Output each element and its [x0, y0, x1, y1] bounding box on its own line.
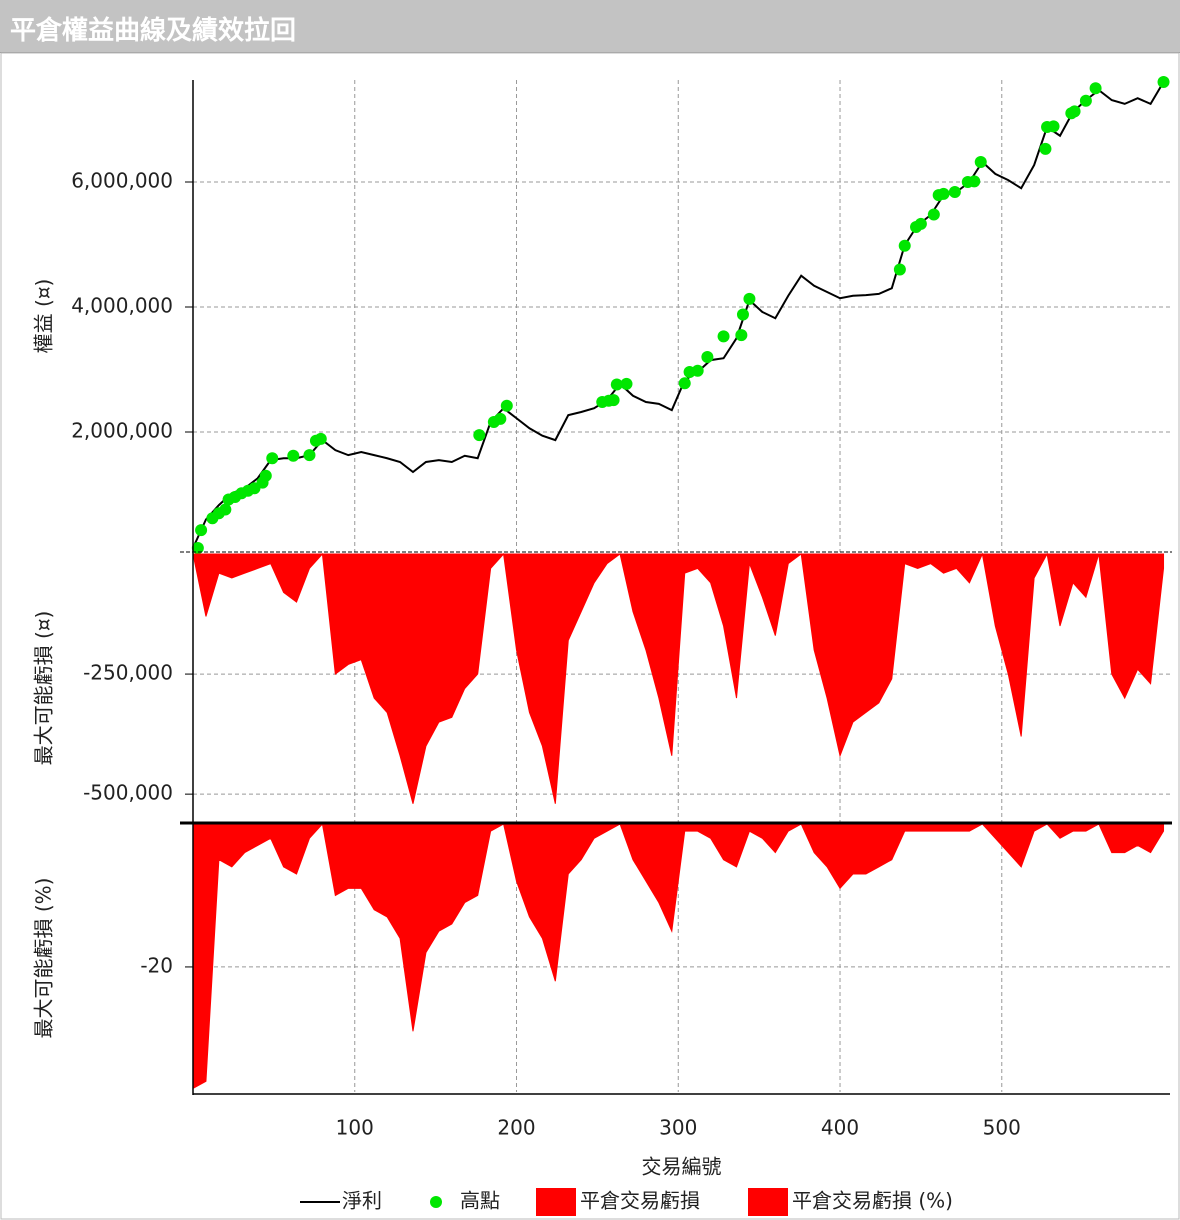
high-point [195, 524, 208, 537]
high-point [494, 412, 507, 425]
high-point [736, 308, 749, 321]
high-point [717, 330, 730, 343]
high-point [287, 449, 300, 462]
high-point [610, 378, 623, 391]
high-point [968, 175, 981, 188]
high-point [259, 469, 272, 482]
legend-label: 平倉交易虧損 (%) [792, 1189, 953, 1213]
legend-swatch [536, 1188, 576, 1216]
high-point [893, 263, 906, 276]
legend-label: 淨利 [342, 1189, 382, 1213]
high-point [898, 239, 911, 252]
equity-line [192, 81, 1165, 549]
high-point [1157, 76, 1170, 88]
x-tick-label: 200 [497, 1116, 535, 1140]
legend-swatch [748, 1188, 788, 1216]
x-tick-label: 100 [336, 1116, 374, 1140]
drawdown-area [192, 552, 1165, 804]
high-point [948, 186, 961, 198]
high-point [473, 429, 486, 442]
y-tick-label: -20 [140, 953, 173, 977]
y-tick-label: -250,000 [83, 661, 173, 685]
high-point [500, 399, 513, 412]
high-point [620, 377, 633, 390]
high-point [1039, 142, 1052, 155]
y-tick-label: -500,000 [83, 781, 173, 805]
high-point [1068, 105, 1081, 118]
high-point [607, 394, 620, 407]
y-tick-label: 4,000,000 [71, 294, 173, 318]
y-axis-label: 權益 (¤) [32, 279, 56, 354]
high-point [314, 432, 327, 445]
frame [0, 52, 1180, 1220]
high-point [191, 542, 204, 554]
drawdown-area [192, 822, 1165, 1090]
y-axis-label: 最大可能虧損 (%) [32, 878, 56, 1039]
high-point [937, 187, 950, 200]
high-point [691, 364, 704, 377]
high-point [266, 452, 279, 465]
y-axis-label: 最大可能虧損 (¤) [32, 611, 56, 766]
header-bar: 平倉權益曲線及績效拉回 [0, 0, 1180, 53]
x-tick-label: 300 [659, 1116, 697, 1140]
high-point [743, 292, 756, 305]
page-title: 平倉權益曲線及績效拉回 [10, 16, 297, 46]
high-point [1089, 82, 1102, 95]
high-point [219, 503, 232, 516]
high-point [701, 351, 714, 363]
high-point [1079, 94, 1092, 107]
x-tick-label: 500 [983, 1116, 1021, 1140]
high-point [1047, 120, 1060, 133]
high-point [927, 208, 940, 221]
legend-label: 平倉交易虧損 [580, 1189, 700, 1213]
high-point [914, 217, 927, 230]
y-tick-label: 6,000,000 [71, 169, 173, 193]
x-tick-label: 400 [821, 1116, 859, 1140]
high-point [735, 329, 748, 342]
high-point [974, 156, 987, 168]
legend-label: 高點 [460, 1189, 500, 1213]
legend-swatch [430, 1196, 442, 1208]
high-point [678, 377, 691, 390]
y-tick-label: 2,000,000 [71, 419, 173, 443]
x-axis-label: 交易編號 [642, 1155, 722, 1179]
high-point [303, 449, 316, 462]
